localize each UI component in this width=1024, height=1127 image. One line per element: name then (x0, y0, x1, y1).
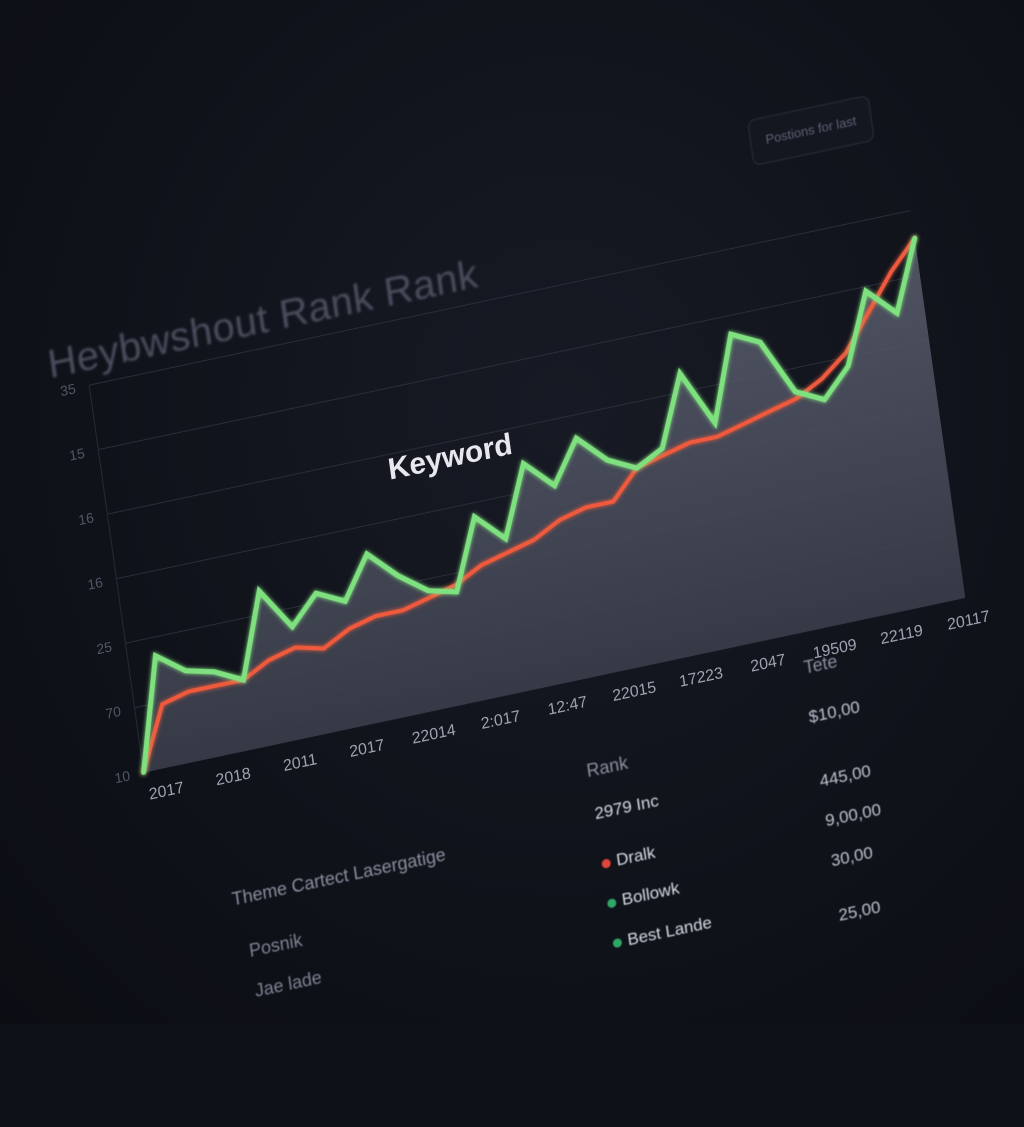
row-name: Posnik (247, 930, 304, 962)
y-axis-line (88, 385, 145, 773)
header-rank: Rank (585, 752, 630, 782)
x-tick-label: 2018 (215, 765, 252, 789)
grid-line (98, 274, 920, 451)
x-tick-label: 22119 (879, 622, 924, 648)
row-rank: Dralk (600, 842, 657, 874)
status-dot-icon (612, 937, 623, 949)
status-dot-icon (606, 897, 617, 909)
x-tick-label: 17223 (678, 665, 724, 691)
y-tick-label: 16 (86, 574, 104, 593)
row-total: 9,00,00 (824, 799, 883, 831)
dashboard: Postions for last Heybwshout Rank Rank 3… (0, 0, 1024, 1024)
total-top: $10,00 (807, 697, 861, 727)
x-tick-label: 2047 (749, 651, 786, 675)
y-tick-label: 25 (95, 638, 113, 657)
rank-top: 2979 Inc (593, 790, 660, 824)
keyword-annotation: Keyword (386, 428, 514, 487)
x-tick-label: 2017 (148, 779, 185, 803)
chart-area (143, 238, 966, 773)
rank-label: Best Lande (626, 912, 713, 950)
rank-label: Dralk (615, 842, 657, 870)
chart-series (141, 235, 918, 775)
grid-line (107, 339, 930, 515)
total-extra: 25,00 (837, 897, 882, 925)
row-total: 445,00 (818, 761, 873, 791)
y-tick-label: 15 (68, 445, 86, 464)
series-line-green (141, 235, 918, 775)
y-tick-label: 35 (59, 380, 77, 399)
x-tick-label: 2017 (348, 737, 385, 761)
y-tick-label: 70 (105, 703, 123, 722)
row-total: 30,00 (829, 842, 874, 871)
status-dot-icon (601, 858, 612, 870)
x-tick-label: 12:47 (547, 694, 589, 719)
x-tick-label: 22014 (411, 722, 457, 748)
rank-label: Bollowk (620, 878, 681, 910)
x-tick-label: 20117 (946, 608, 991, 634)
y-tick-label: 16 (77, 509, 95, 528)
x-tick-label: 2011 (282, 751, 318, 775)
y-tick-label: 10 (114, 767, 132, 786)
row-rank: Best Lande (612, 913, 714, 954)
header-name: Theme Cartect Lasergatige (230, 844, 447, 910)
area-fill (143, 238, 966, 773)
x-tick-label: 22015 (611, 679, 657, 705)
row-rank: Bollowk (606, 879, 681, 914)
y-axis: 35 15 16 16 25 70 10 (59, 380, 131, 786)
series-line-red (141, 236, 917, 775)
x-tick-label: 2:017 (480, 708, 522, 733)
grid-line (89, 209, 911, 386)
row-name: Jae lade (253, 966, 323, 1001)
